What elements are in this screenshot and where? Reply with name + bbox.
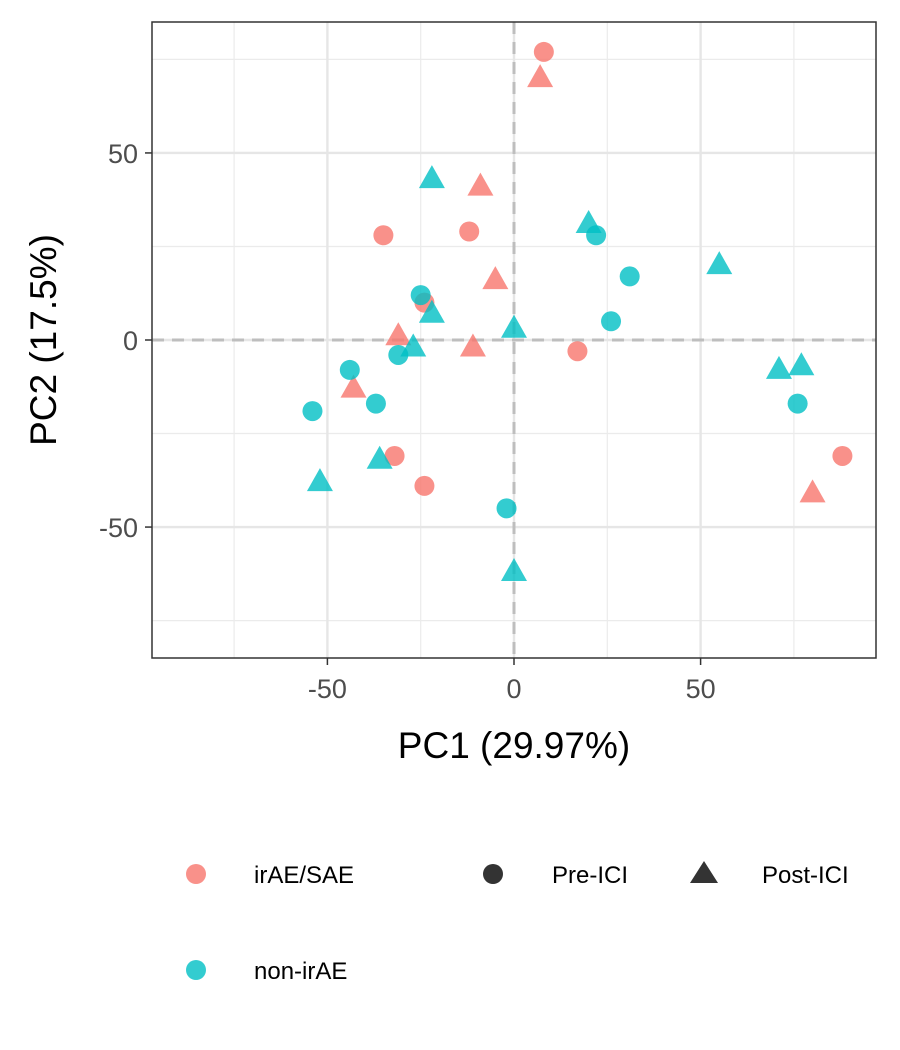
data-point-circle (302, 401, 323, 422)
data-point-circle (365, 393, 386, 414)
data-point-circle (567, 341, 588, 362)
data-point-triangle (501, 314, 527, 338)
data-point-circle (787, 393, 808, 414)
legend-key-irae-sae (186, 864, 206, 884)
data-point-circle (459, 221, 480, 242)
x-tick-label: -50 (308, 674, 347, 704)
data-point-triangle (340, 374, 367, 398)
data-point-triangle (527, 64, 554, 88)
y-axis-title: PC2 (17.5%) (23, 234, 64, 446)
x-tick-label: 0 (506, 674, 521, 704)
data-point-circle (384, 445, 405, 466)
data-point-triangle (459, 333, 486, 357)
data-point-circle (496, 498, 517, 519)
data-point-circle (410, 285, 431, 306)
data-point-triangle (799, 479, 826, 503)
y-tick-label: 50 (108, 139, 138, 169)
data-point-circle (339, 359, 360, 380)
legend-label-pre-ici: Pre-ICI (552, 862, 628, 889)
data-point-triangle (366, 445, 393, 469)
data-point-circle (601, 311, 622, 332)
data-point-circle (619, 266, 640, 287)
y-tick-label: -50 (99, 513, 138, 543)
data-point-triangle (306, 468, 333, 492)
data-point-circle (373, 225, 394, 246)
data-point-triangle (482, 266, 509, 290)
legend: irAE/SAE non-irAE Pre-ICI Post-ICI (186, 861, 849, 985)
data-point-triangle (706, 251, 733, 275)
x-axis-ticks: -50 0 50 (308, 658, 716, 704)
data-point-triangle (765, 355, 792, 379)
data-point-triangle (467, 172, 494, 196)
data-point-triangle (418, 299, 445, 323)
y-axis-ticks: -50 0 50 (99, 139, 152, 543)
legend-key-pre-ici (483, 864, 503, 884)
y-tick-label: 0 (123, 326, 138, 356)
data-point-triangle (385, 322, 412, 346)
data-point-circle (414, 475, 435, 496)
data-point-triangle (418, 165, 445, 189)
data-point-circle (586, 225, 607, 246)
legend-label-non-irae: non-irAE (254, 958, 347, 985)
legend-key-non-irae (186, 960, 206, 980)
data-point-triangle (788, 352, 815, 376)
data-points (302, 41, 853, 581)
legend-label-irae-sae: irAE/SAE (254, 862, 354, 889)
data-point-circle (388, 344, 409, 365)
x-axis-title: PC1 (29.97%) (398, 725, 630, 766)
legend-key-post-ici (690, 861, 718, 883)
legend-label-post-ici: Post-ICI (762, 862, 849, 889)
reference-lines (152, 22, 876, 658)
data-point-circle (832, 445, 853, 466)
data-point-triangle (501, 557, 527, 581)
x-tick-label: 50 (686, 674, 716, 704)
data-point-circle (533, 41, 554, 62)
